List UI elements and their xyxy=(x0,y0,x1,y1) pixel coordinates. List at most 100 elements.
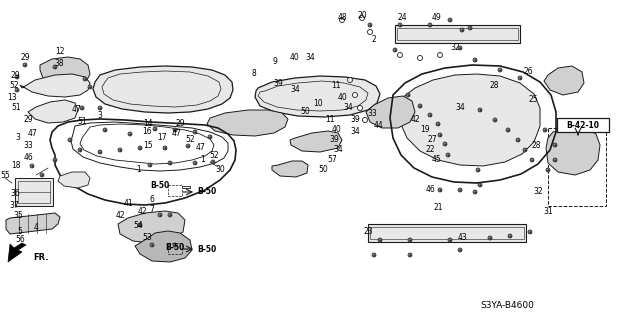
Text: 34: 34 xyxy=(305,54,315,63)
Text: 18: 18 xyxy=(12,160,20,169)
Text: 42: 42 xyxy=(115,211,125,219)
Text: 42: 42 xyxy=(137,207,147,217)
Text: 5: 5 xyxy=(17,226,22,235)
Text: 25: 25 xyxy=(528,95,538,105)
Circle shape xyxy=(98,150,102,154)
Text: 19: 19 xyxy=(420,125,430,135)
Polygon shape xyxy=(290,131,342,152)
Text: B-50: B-50 xyxy=(197,244,216,254)
Text: 13: 13 xyxy=(7,93,17,101)
Text: 47: 47 xyxy=(27,129,37,137)
Text: 28: 28 xyxy=(531,140,541,150)
Text: 29: 29 xyxy=(23,115,33,124)
Circle shape xyxy=(518,76,522,80)
Bar xyxy=(368,224,526,242)
Text: 32: 32 xyxy=(533,188,543,197)
Circle shape xyxy=(83,77,87,81)
Circle shape xyxy=(360,16,365,20)
Text: 40: 40 xyxy=(331,125,341,135)
Text: 46: 46 xyxy=(23,152,33,161)
Text: 30: 30 xyxy=(215,166,225,174)
Bar xyxy=(397,28,518,40)
Circle shape xyxy=(458,248,462,252)
Circle shape xyxy=(368,23,372,27)
Text: 34: 34 xyxy=(333,145,343,154)
Circle shape xyxy=(163,146,167,150)
Circle shape xyxy=(168,213,172,217)
Polygon shape xyxy=(544,66,584,95)
Text: 56: 56 xyxy=(15,235,25,244)
Text: 34: 34 xyxy=(350,128,360,137)
Circle shape xyxy=(153,127,157,131)
Text: 39: 39 xyxy=(350,115,360,124)
Text: 35: 35 xyxy=(13,211,23,219)
Circle shape xyxy=(148,163,152,167)
Text: 51: 51 xyxy=(11,103,21,113)
Text: 10: 10 xyxy=(313,99,323,108)
Polygon shape xyxy=(118,211,185,243)
Bar xyxy=(168,185,182,196)
Circle shape xyxy=(173,128,177,132)
Circle shape xyxy=(138,223,142,227)
Circle shape xyxy=(408,238,412,242)
Circle shape xyxy=(98,106,102,110)
Text: 12: 12 xyxy=(55,47,65,56)
Circle shape xyxy=(53,65,57,69)
Circle shape xyxy=(208,135,212,139)
Circle shape xyxy=(438,188,442,192)
Polygon shape xyxy=(6,213,60,234)
Text: 11: 11 xyxy=(332,80,340,90)
Text: 52: 52 xyxy=(9,80,19,90)
Circle shape xyxy=(488,236,492,240)
Text: 29: 29 xyxy=(20,54,30,63)
Text: 1: 1 xyxy=(200,155,205,165)
Circle shape xyxy=(530,158,534,162)
Circle shape xyxy=(168,161,172,165)
Text: 33: 33 xyxy=(367,108,377,117)
Text: 57: 57 xyxy=(327,155,337,165)
Text: 38: 38 xyxy=(54,58,64,68)
Text: 3: 3 xyxy=(97,112,102,121)
Text: 15: 15 xyxy=(143,142,153,151)
Bar xyxy=(15,178,53,206)
Polygon shape xyxy=(28,100,78,123)
Circle shape xyxy=(138,146,142,150)
Circle shape xyxy=(458,46,462,50)
Circle shape xyxy=(468,26,472,30)
Circle shape xyxy=(339,18,344,23)
Text: 14: 14 xyxy=(143,120,153,129)
Circle shape xyxy=(443,142,447,146)
Text: 36: 36 xyxy=(10,189,20,197)
Text: 29: 29 xyxy=(175,120,185,129)
Text: 22: 22 xyxy=(425,145,435,154)
Text: 46: 46 xyxy=(425,186,435,195)
Bar xyxy=(548,128,606,206)
Circle shape xyxy=(473,190,477,194)
Polygon shape xyxy=(272,161,308,177)
Circle shape xyxy=(458,188,462,192)
Circle shape xyxy=(23,63,27,67)
Circle shape xyxy=(78,148,82,152)
Circle shape xyxy=(397,53,403,57)
Text: 6: 6 xyxy=(150,196,154,204)
Circle shape xyxy=(506,128,510,132)
Text: 21: 21 xyxy=(433,204,443,212)
Circle shape xyxy=(528,230,532,234)
Circle shape xyxy=(372,253,376,257)
Circle shape xyxy=(493,118,497,122)
Text: 39: 39 xyxy=(273,79,283,88)
Circle shape xyxy=(460,28,464,32)
Text: 40: 40 xyxy=(290,54,300,63)
Circle shape xyxy=(40,173,44,177)
Circle shape xyxy=(448,238,452,242)
Circle shape xyxy=(498,68,502,72)
Circle shape xyxy=(193,130,197,134)
Circle shape xyxy=(438,53,442,57)
Text: 47: 47 xyxy=(72,106,82,115)
Circle shape xyxy=(362,117,367,122)
Text: 39: 39 xyxy=(329,136,339,145)
Text: 32: 32 xyxy=(450,42,460,51)
Circle shape xyxy=(378,238,382,242)
Circle shape xyxy=(68,138,72,142)
Text: 54: 54 xyxy=(133,220,143,229)
